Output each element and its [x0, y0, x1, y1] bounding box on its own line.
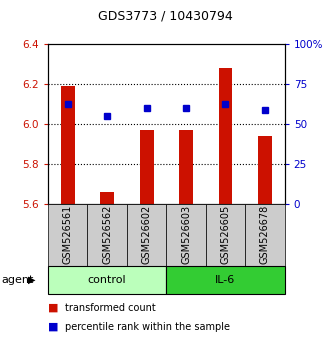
Bar [179, 130, 193, 204]
Text: control: control [88, 275, 126, 285]
Text: GSM526678: GSM526678 [260, 205, 270, 264]
Text: agent: agent [2, 275, 34, 285]
Text: GSM526562: GSM526562 [102, 205, 112, 264]
Bar [61, 86, 74, 204]
Text: GSM526605: GSM526605 [220, 205, 230, 264]
Bar [218, 68, 232, 204]
Text: ■: ■ [48, 303, 59, 313]
Text: ■: ■ [48, 322, 59, 332]
Bar [140, 130, 154, 204]
Text: GSM526602: GSM526602 [142, 205, 152, 264]
Text: ▶: ▶ [28, 275, 35, 285]
Text: percentile rank within the sample: percentile rank within the sample [65, 322, 229, 332]
Bar [100, 192, 114, 204]
Text: IL-6: IL-6 [215, 275, 236, 285]
Text: GDS3773 / 10430794: GDS3773 / 10430794 [98, 10, 233, 22]
Text: transformed count: transformed count [65, 303, 155, 313]
Bar [258, 136, 272, 204]
Text: GSM526603: GSM526603 [181, 205, 191, 264]
Text: GSM526561: GSM526561 [63, 205, 73, 264]
